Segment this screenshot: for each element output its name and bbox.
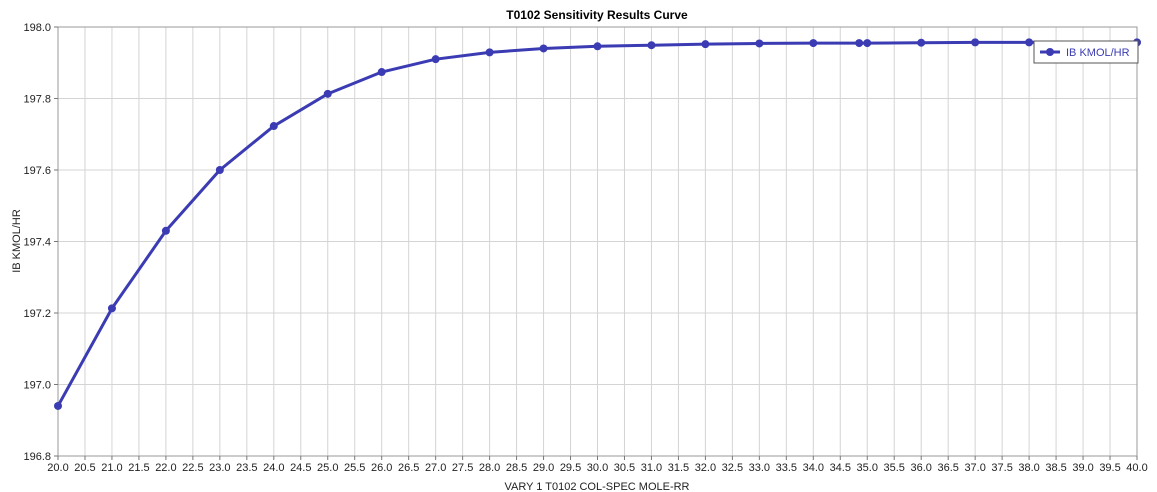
data-point: [54, 401, 62, 410]
x-tick-label: 23.5: [236, 462, 257, 474]
x-tick-label: 24.5: [290, 462, 311, 474]
data-point: [701, 40, 710, 49]
data-point: [593, 42, 602, 51]
x-axis-ticks: 20.0 20.5 21.0 21.5 22.0 22.5 23.0 23.5 24.0 24.5…: [47, 456, 1148, 474]
data-point: [485, 48, 494, 57]
x-tick-label: 30.0: [587, 462, 608, 474]
x-tick-label: 27.0: [425, 462, 446, 474]
data-point: [431, 55, 440, 64]
x-tick-label: 37.5: [991, 462, 1012, 474]
x-tick-label: 24.0: [263, 462, 284, 474]
x-tick-label: 26.5: [398, 462, 419, 474]
x-tick-label: 28.0: [479, 462, 500, 474]
x-tick-label: 27.5: [452, 462, 473, 474]
x-tick-label: 26.0: [371, 462, 392, 474]
x-tick-label: 33.5: [776, 462, 797, 474]
x-tick-label: 25.0: [317, 462, 338, 474]
data-point: [863, 39, 872, 48]
x-tick-label: 23.0: [209, 462, 230, 474]
x-tick-label: 38.0: [1018, 462, 1039, 474]
series-layer: [54, 38, 1141, 410]
x-tick-label: 36.0: [910, 462, 931, 474]
x-tick-label: 33.0: [749, 462, 770, 474]
y-tick-label: 197.2: [23, 308, 51, 320]
x-tick-label: 21.5: [128, 462, 149, 474]
x-tick-label: 21.0: [101, 462, 122, 474]
x-tick-label: 32.5: [722, 462, 743, 474]
x-tick-label: 30.5: [614, 462, 635, 474]
legend-box: [1033, 40, 1139, 64]
y-tick-label: 198.0: [23, 22, 51, 34]
x-tick-label: 39.0: [1072, 462, 1093, 474]
y-tick-label: 196.8: [23, 451, 51, 463]
x-tick-label: 22.5: [182, 462, 203, 474]
x-tick-label: 35.5: [884, 462, 905, 474]
data-point: [323, 89, 332, 98]
data-point: [855, 39, 864, 48]
y-tick-label: 197.4: [23, 237, 51, 249]
x-tick-label: 35.0: [857, 462, 878, 474]
y-axis-ticks: 196.8 197.0 197.2 197.4 197.6 197.8 198.0: [23, 22, 58, 463]
legend: IB KMOL/HR: [1033, 40, 1139, 64]
x-tick-label: 38.5: [1045, 462, 1066, 474]
data-point: [647, 41, 656, 50]
grid: [57, 26, 1138, 457]
x-tick-label: 34.0: [803, 462, 824, 474]
y-tick-label: 197.0: [23, 380, 51, 392]
data-point: [971, 38, 980, 47]
data-point: [917, 38, 926, 47]
x-tick-label: 34.5: [830, 462, 851, 474]
x-tick-label: 28.5: [506, 462, 527, 474]
data-point: [539, 44, 548, 53]
legend-dot-marker: [1046, 48, 1054, 56]
x-tick-label: 37.0: [964, 462, 985, 474]
y-tick-label: 197.8: [23, 94, 51, 106]
x-tick-label: 20.0: [47, 462, 68, 474]
x-tick-label: 31.0: [641, 462, 662, 474]
x-tick-label: 39.5: [1099, 462, 1120, 474]
data-point: [215, 166, 224, 174]
x-tick-label: 22.0: [155, 462, 176, 474]
x-tick-label: 40.0: [1126, 462, 1147, 474]
x-tick-label: 36.5: [937, 462, 958, 474]
x-tick-label: 29.5: [560, 462, 581, 474]
data-point: [755, 39, 764, 48]
data-point: [377, 68, 386, 77]
data-point: [269, 122, 278, 131]
x-tick-label: 32.0: [695, 462, 716, 474]
data-point: [161, 226, 170, 235]
data-point: [809, 39, 818, 48]
y-axis-label: IB KMOL/HR: [11, 209, 23, 273]
legend-entry-label: IB KMOL/HR: [1066, 47, 1130, 59]
x-tick-label: 29.0: [533, 462, 554, 474]
x-axis-label: VARY 1 T0102 COL-SPEC MOLE-RR: [504, 481, 689, 492]
x-tick-label: 20.5: [74, 462, 95, 474]
chart-title: T0102 Sensitivity Results Curve: [506, 8, 688, 22]
data-point: [107, 304, 116, 313]
x-tick-label: 25.5: [344, 462, 365, 474]
y-tick-label: 197.6: [23, 165, 51, 177]
data-point: [1025, 38, 1034, 47]
x-tick-label: 31.5: [668, 462, 689, 474]
